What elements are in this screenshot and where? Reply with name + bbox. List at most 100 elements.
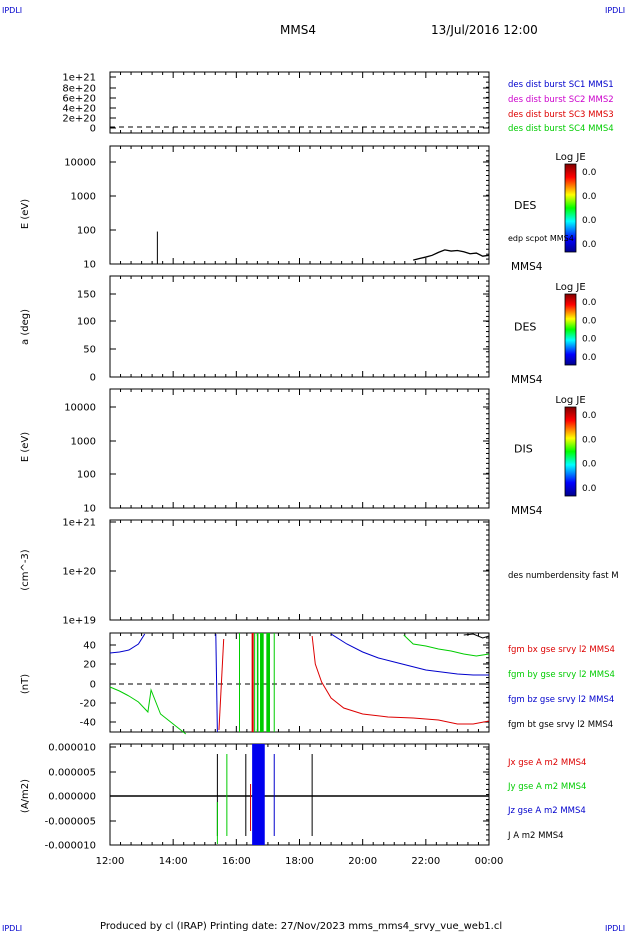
legend-entry: fgm bt gse srvy l2 MMS4 (508, 720, 613, 730)
datetime-title: 13/Jul/2016 12:00 (431, 23, 538, 37)
y-tick-label: 4e+20 (62, 104, 96, 115)
panel-2: 10000 1000 100 10 E (eV) DES MMS4 Log JE 0.0 0.0 0… (20, 145, 597, 273)
y-tick-label: 10 (83, 504, 96, 515)
corner-label-bottom-left: IPDLI (2, 924, 22, 933)
field-burst-band (266, 633, 270, 732)
colorbar-tick-label: 0.0 (582, 240, 597, 250)
legend-entry: des dist burst SC1 MMS1 (508, 80, 614, 90)
y-tick-label: 150 (77, 290, 96, 301)
x-tick-label: 20:00 (348, 856, 377, 867)
colorbar-tick-label: 0.0 (582, 484, 597, 494)
y-tick-label: 0.000000 (48, 792, 96, 803)
y-tick-label: 0 (90, 124, 96, 135)
panel-4: 10000 1000 100 10 E (eV) DIS MMS4 Log JE 0.0 0.0 0… (20, 388, 597, 517)
legend-entry: Jx gse A m2 MMS4 (507, 758, 586, 768)
corner-label-top-left: IPDLI (2, 6, 22, 15)
colorbar-tick-label: 0.0 (582, 168, 597, 178)
instrument-label: MMS4 (511, 261, 543, 273)
colorbar-tick-label: 0.0 (582, 460, 597, 470)
y-tick-label: 100 (77, 470, 96, 481)
y-tick-label: 100 (77, 317, 96, 328)
y-tick-label: 40 (83, 641, 96, 652)
colorbar-tick-label: 0.0 (582, 353, 597, 363)
y-axis-label: E (eV) (20, 199, 31, 229)
field-series-line (403, 634, 490, 657)
instrument-label: MMS4 (511, 505, 543, 517)
legend-entry: J A m2 MMS4 (507, 831, 564, 841)
colorbar-title: Log JE (555, 395, 585, 406)
x-tick-label: 00:00 (475, 856, 504, 867)
legend-entry: des numberdensity fast M (508, 571, 619, 581)
field-series-line (463, 633, 490, 639)
colorbar-tick-label: 0.0 (582, 316, 597, 326)
field-series-line (109, 633, 146, 654)
panel-frame (109, 743, 490, 846)
panel-3: 150 100 50 0 a (deg) DES MMS4 Log JE 0.0 0.0 0.0 0.… (20, 275, 597, 386)
panel-frame (109, 71, 490, 134)
x-tick-label: 14:00 (159, 856, 188, 867)
legend-entry: des dist burst SC2 MMS2 (508, 95, 614, 105)
colorbar-tick-label: 0.0 (582, 411, 597, 421)
panel-6: 40 20 0 -20 -40 (nT) fgm bx gse srvy l2 MMS4 fg… (20, 632, 615, 733)
panel-content: 12:00 14:00 16:00 18:00 20:00 22:00 00:00 (96, 231, 504, 867)
colorbar-tick-label: 0.0 (582, 192, 597, 202)
colorbar-title: Log JE (555, 152, 585, 163)
colorbar-tick-label: 0.0 (582, 435, 597, 445)
legend-entry: fgm bz gse srvy l2 MMS4 (508, 695, 614, 705)
footer-credit: Produced by cl (IRAP) Printing date: 27/… (100, 921, 502, 932)
y-tick-label: -0.000005 (45, 817, 96, 828)
x-tick-label: 16:00 (222, 856, 251, 867)
y-tick-label: 10000 (64, 158, 96, 169)
y-axis-label: a (deg) (20, 309, 31, 345)
spacecraft-title: MMS4 (280, 23, 316, 37)
y-tick-label: 10000 (64, 403, 96, 414)
y-tick-label: 0 (90, 680, 96, 691)
y-axis-label: (cm^-3) (20, 549, 31, 590)
panel-5: 1e+21 1e+20 1e+19 (cm^-3) des numberdensity … (20, 518, 619, 627)
colorbar (564, 293, 577, 366)
y-tick-label: 20 (83, 660, 96, 671)
x-tick-label: 18:00 (285, 856, 314, 867)
corner-label-bottom-right: IPDLI (605, 924, 625, 933)
colorbar (564, 163, 577, 253)
field-burst-band (256, 633, 259, 732)
y-axis-label: (nT) (20, 674, 31, 694)
field-series-line (215, 633, 218, 733)
field-burst-band (260, 633, 264, 732)
colorbar (564, 406, 577, 497)
legend-entry: des dist burst SC4 MMS4 (508, 124, 614, 134)
y-tick-label: 1e+21 (62, 518, 96, 529)
legend-entry: Jz gse A m2 MMS4 (507, 806, 586, 816)
field-series-line (218, 638, 225, 731)
y-tick-label: -0.000010 (45, 841, 96, 852)
corner-label-top-right: IPDLI (605, 6, 625, 15)
y-tick-label: 2e+20 (62, 114, 96, 125)
y-tick-label: 0 (90, 373, 96, 384)
panel-frame (109, 519, 490, 621)
legend-entry: fgm bx gse srvy l2 MMS4 (508, 645, 615, 655)
colorbar-tick-label: 0.0 (582, 216, 597, 226)
y-tick-label: 8e+20 (62, 84, 96, 95)
legend-entry: fgm by gse srvy l2 MMS4 (508, 670, 615, 680)
scpot-series (413, 249, 490, 261)
y-tick-label: 1e+21 (62, 73, 96, 84)
instrument-label: MMS4 (511, 374, 543, 386)
colorbar-title: Log JE (555, 282, 585, 293)
y-tick-label: 1000 (71, 437, 96, 448)
species-label: DES (514, 199, 536, 212)
legend-entry: Jy gse A m2 MMS4 (507, 782, 586, 792)
y-axis-label: (A/m2) (20, 779, 31, 813)
y-tick-label: 1e+20 (62, 567, 96, 578)
y-tick-label: -20 (80, 699, 96, 710)
x-tick-label: 12:00 (96, 856, 125, 867)
x-tick-label: 22:00 (411, 856, 440, 867)
y-tick-label: 50 (83, 345, 96, 356)
field-series-line (311, 635, 490, 725)
species-label: DES (514, 321, 536, 334)
field-series-line (330, 633, 489, 676)
y-tick-label: 1e+19 (62, 616, 96, 627)
panel-frame (109, 388, 490, 509)
